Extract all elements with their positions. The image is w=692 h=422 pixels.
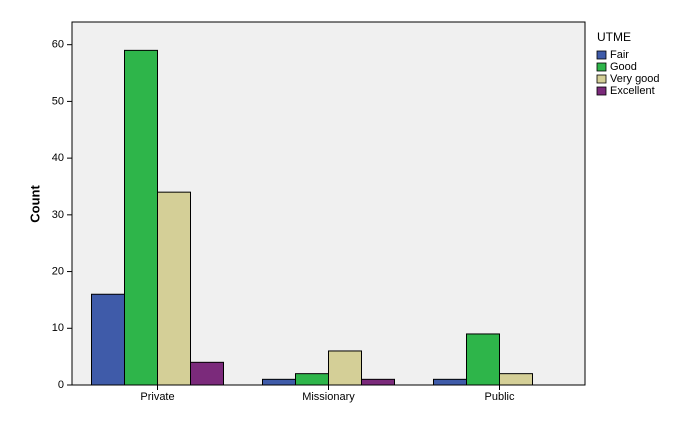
legend-swatch <box>596 62 607 72</box>
legend-title: UTME <box>597 30 631 44</box>
bar <box>499 373 533 386</box>
y-tick-label: 60 <box>52 39 64 51</box>
y-tick-label: 10 <box>52 322 64 334</box>
bar <box>91 293 125 386</box>
bar <box>124 49 158 386</box>
y-tick-label: 40 <box>52 152 64 164</box>
legend-swatch <box>596 74 607 84</box>
bar <box>190 361 224 386</box>
x-tick-label: Private <box>140 391 174 403</box>
y-tick-label: 20 <box>52 265 64 277</box>
bar <box>328 350 362 386</box>
bar <box>157 191 191 386</box>
y-tick-label: 50 <box>52 95 64 107</box>
legend-label: Fair <box>610 49 629 61</box>
bar <box>361 378 395 386</box>
legend-label: Very good <box>610 73 660 85</box>
y-axis-label: Count <box>27 185 42 223</box>
y-tick-label: 30 <box>52 209 64 221</box>
legend-swatch <box>596 86 607 96</box>
legend-label: Excellent <box>610 85 655 97</box>
bar <box>466 333 500 386</box>
y-tick-label: 0 <box>58 379 64 391</box>
legend-label: Good <box>610 61 637 73</box>
bar <box>295 373 329 386</box>
x-tick-label: Public <box>485 391 515 403</box>
x-tick-label: Missionary <box>302 391 355 403</box>
bar <box>262 378 296 386</box>
bar <box>433 378 467 386</box>
legend-swatch <box>596 50 607 60</box>
